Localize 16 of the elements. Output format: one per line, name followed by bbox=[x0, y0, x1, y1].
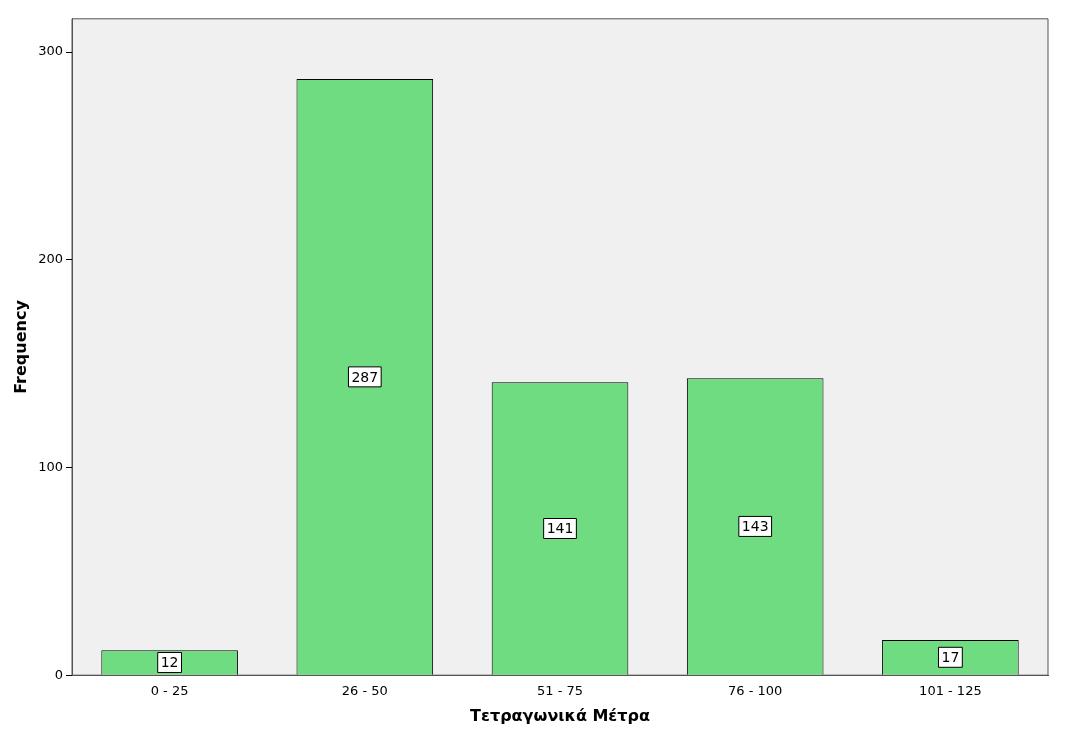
x-tick-label: 76 - 100 bbox=[728, 683, 783, 699]
y-tick-label: 100 bbox=[38, 458, 64, 474]
data-label: 141 bbox=[546, 520, 574, 537]
x-tick-label: 101 - 125 bbox=[919, 683, 982, 699]
x-tick-label: 0 - 25 bbox=[150, 683, 189, 699]
data-label: 12 bbox=[160, 654, 179, 671]
data-label: 17 bbox=[941, 648, 960, 665]
y-tick-label: 0 bbox=[54, 666, 64, 682]
x-tick-label: 26 - 50 bbox=[341, 683, 388, 699]
y-tick-label: 200 bbox=[38, 251, 64, 267]
x-tick-label: 51 - 75 bbox=[536, 683, 584, 699]
y-tick-label: 300 bbox=[38, 43, 64, 59]
y-axis-title: Frequency bbox=[10, 299, 30, 394]
data-label: 287 bbox=[351, 368, 379, 385]
x-axis-title: Τετραγωνικά Μέτρα bbox=[470, 705, 650, 725]
data-label: 143 bbox=[741, 518, 769, 535]
